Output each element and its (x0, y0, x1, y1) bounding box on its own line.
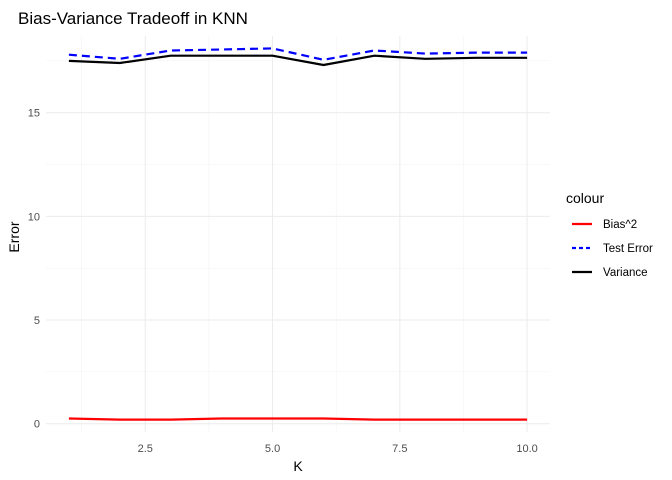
y-tick-label: 0 (34, 419, 40, 431)
legend-title: colour (566, 190, 604, 206)
x-axis-ticks: 2.5 5.0 7.5 10.0 (138, 443, 538, 455)
legend-items: Bias^2 Test Error Variance (572, 219, 653, 279)
series-line-test-error (68, 47, 528, 61)
legend-item: Variance (572, 267, 648, 279)
x-tick-label: 2.5 (138, 443, 153, 455)
legend-label: Bias^2 (603, 219, 637, 231)
series-line-variance (68, 54, 528, 67)
y-tick-label: 15 (28, 108, 40, 120)
legend-item: Test Error (572, 243, 653, 255)
y-tick-label: 10 (28, 211, 40, 223)
x-tick-label: 5.0 (265, 443, 280, 455)
plot-grid (46, 36, 550, 432)
x-axis-title: K (293, 458, 303, 474)
legend: colour Bias^2 Test Error Variance (566, 190, 653, 279)
x-tick-label: 10.0 (516, 443, 537, 455)
series-line-bias-2 (68, 417, 528, 421)
legend-item: Bias^2 (572, 219, 637, 231)
legend-label: Variance (603, 267, 648, 279)
y-tick-label: 5 (34, 315, 40, 327)
chart-title: Bias-Variance Tradeoff in KNN (18, 9, 248, 28)
y-axis-ticks: 0 5 10 15 (28, 108, 40, 431)
legend-label: Test Error (603, 243, 653, 255)
plot-lines (68, 47, 528, 421)
y-axis-title: Error (6, 221, 22, 252)
x-tick-label: 7.5 (392, 443, 407, 455)
